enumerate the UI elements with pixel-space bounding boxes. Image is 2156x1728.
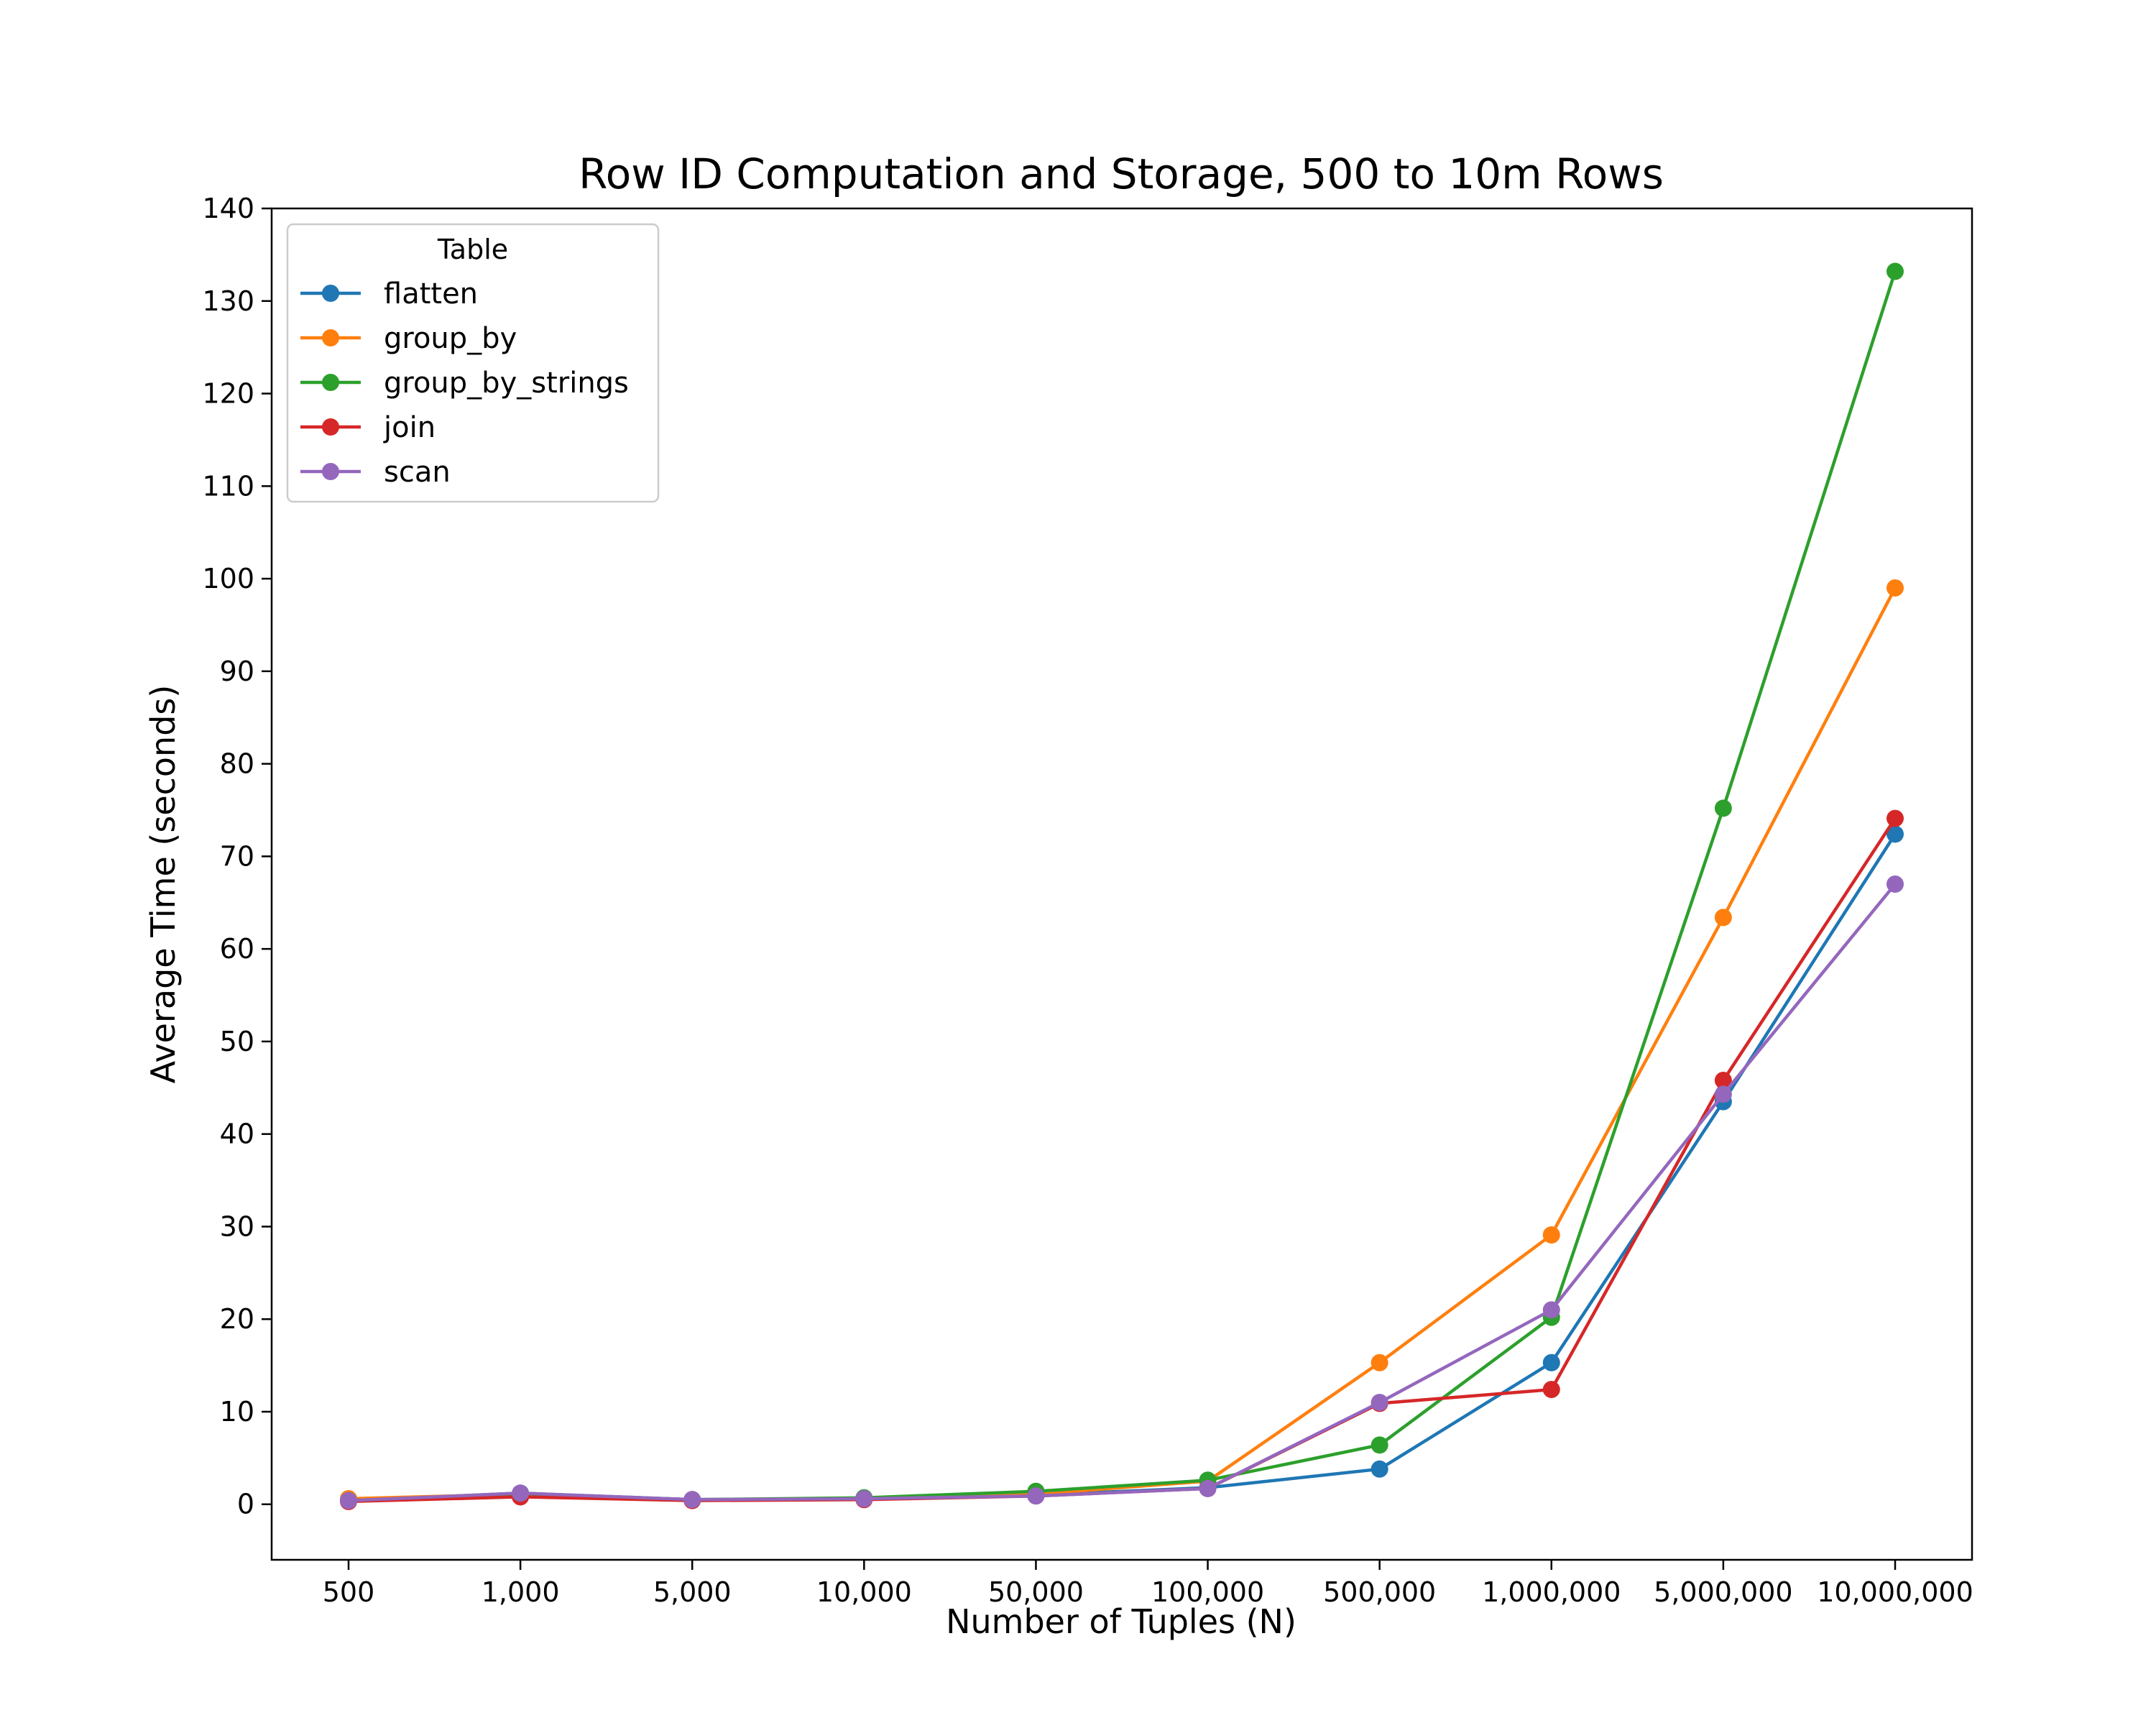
x-tick-label: 500: [323, 1576, 375, 1608]
legend-marker-swatch: [322, 285, 339, 302]
legend-item: join: [300, 411, 436, 444]
legend-item: group_by_strings: [300, 367, 629, 400]
series-layer: [340, 262, 1904, 1510]
y-tick-label: 110: [202, 470, 254, 502]
legend-label: scan: [384, 456, 451, 489]
series-scan: [340, 876, 1904, 1509]
data-point: [1542, 1381, 1560, 1399]
legend-label: group_by_strings: [384, 367, 629, 400]
y-tick-label: 130: [202, 285, 254, 317]
legend: Table flatten group_by group_by_stringsjoi…: [286, 223, 660, 503]
x-axis-label: Number of Tuples (N): [946, 1602, 1296, 1641]
data-point: [1886, 825, 1904, 843]
legend-label: join: [383, 411, 436, 444]
data-point: [855, 1490, 873, 1508]
data-point: [1714, 1085, 1732, 1103]
data-point: [1886, 262, 1904, 280]
y-tick-label: 90: [220, 656, 254, 687]
legend-title: Table: [437, 234, 508, 265]
x-tick-label: 50,000: [988, 1576, 1084, 1608]
y-tick-label: 100: [202, 563, 254, 594]
legend-marker-swatch: [322, 418, 339, 436]
y-tick-label: 70: [220, 840, 254, 872]
series-line: [348, 883, 1897, 1502]
y-tick-label: 10: [220, 1396, 254, 1428]
x-axis-ticks: 500 1,000 5,000 10,000 50,000 100,000 500,000 1…: [323, 1560, 1973, 1608]
x-tick-label: 10,000,000: [1817, 1576, 1973, 1608]
y-tick-label: 0: [237, 1489, 254, 1520]
legend-marker-swatch: [322, 329, 339, 346]
y-tick-label: 80: [220, 748, 254, 780]
y-tick-label: 60: [220, 933, 254, 965]
data-point: [1886, 579, 1904, 597]
x-tick-label: 5,000,000: [1654, 1576, 1792, 1608]
data-point: [1542, 1354, 1560, 1371]
data-point: [683, 1491, 701, 1509]
plot-area-frame: [270, 207, 1973, 1561]
data-point: [1886, 876, 1904, 893]
data-point: [1714, 799, 1732, 817]
data-point: [1027, 1487, 1045, 1505]
x-tick-label: 1,000,000: [1482, 1576, 1621, 1608]
data-point: [1542, 1301, 1560, 1319]
x-tick-label: 1,000: [482, 1576, 560, 1608]
data-point: [1714, 909, 1732, 927]
data-point: [1370, 1394, 1388, 1412]
data-point: [1542, 1226, 1560, 1244]
y-tick-label: 140: [202, 193, 254, 224]
y-tick-label: 50: [220, 1026, 254, 1057]
y-axis-ticks: 0 10 20 30 40 50 60 70 80 90 100 110 120 130 140: [202, 193, 272, 1520]
y-axis-label: Average Time (seconds): [144, 685, 183, 1084]
legend-box: [286, 223, 660, 503]
x-tick-label: 500,000: [1323, 1576, 1436, 1608]
legend-item: group_by: [300, 322, 517, 355]
legend-item: flatten: [300, 277, 478, 311]
data-point: [340, 1492, 357, 1509]
x-tick-label: 5,000: [653, 1576, 732, 1608]
data-point: [512, 1484, 530, 1502]
data-point: [1370, 1436, 1388, 1454]
legend-marker-swatch: [322, 463, 339, 480]
data-point: [1370, 1354, 1388, 1371]
legend-marker-swatch: [322, 374, 339, 391]
data-point: [1199, 1479, 1217, 1497]
legend-label: group_by: [384, 322, 517, 355]
legend-label: flatten: [384, 277, 478, 311]
data-point: [1714, 1071, 1732, 1089]
data-point: [1370, 1460, 1388, 1478]
data-point: [1886, 809, 1904, 827]
chart-title: Row ID Computation and Storage, 500 to 1…: [579, 150, 1664, 198]
y-tick-label: 120: [202, 378, 254, 410]
y-tick-label: 40: [220, 1118, 254, 1150]
legend-item: scan: [300, 456, 451, 489]
x-tick-label: 100,000: [1151, 1576, 1264, 1608]
y-tick-label: 20: [220, 1303, 254, 1335]
y-tick-label: 30: [220, 1210, 254, 1242]
x-tick-label: 10,000: [816, 1576, 912, 1608]
